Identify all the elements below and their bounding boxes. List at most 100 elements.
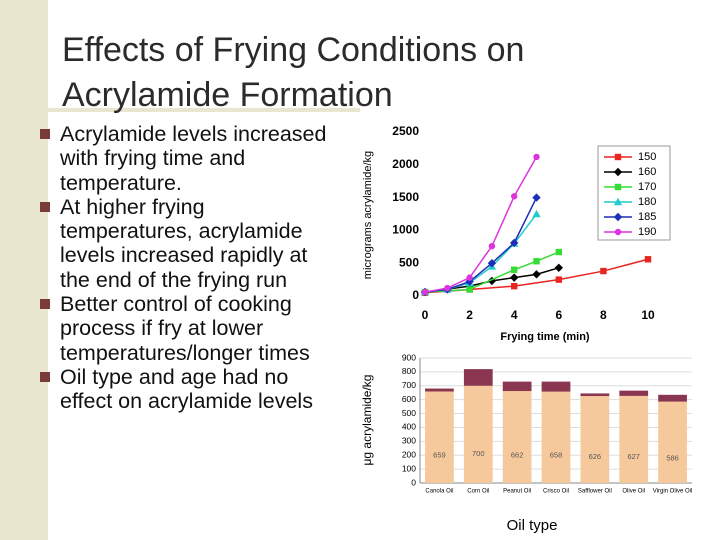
value-label: 662 (511, 450, 524, 459)
y-tick-label: 200 (402, 449, 416, 459)
bullet: Oil type and age had no effect on acryla… (40, 365, 340, 414)
y-tick-label: 300 (402, 436, 416, 446)
value-label: 658 (550, 451, 563, 460)
bar-segment (541, 391, 571, 483)
x-tick-label: 6 (555, 308, 562, 322)
value-label: 586 (666, 454, 679, 463)
legend-label: 160 (638, 166, 656, 178)
marker (510, 273, 519, 282)
bar-segment (541, 381, 571, 392)
marker (532, 209, 541, 218)
bar-segment (580, 393, 610, 397)
bar-segment (580, 396, 610, 483)
legend-label: 185 (638, 211, 656, 223)
y-tick-label: 500 (402, 408, 416, 418)
series-line (424, 197, 538, 293)
x-tick-label: 8 (600, 308, 607, 322)
series-line (424, 213, 538, 293)
marker (614, 228, 622, 236)
marker (532, 270, 541, 279)
x-tick-label: 10 (641, 308, 655, 322)
marker (533, 258, 540, 265)
title-rule (0, 108, 360, 112)
marker (613, 167, 623, 177)
series-line (424, 267, 560, 293)
x-axis-label: Frying time (min) (500, 331, 590, 343)
legend-label: 190 (638, 226, 656, 238)
marker (555, 276, 562, 283)
slide-title: Effects of Frying Conditions on Acrylami… (62, 31, 525, 114)
bullet: Better control of cooking process if fry… (40, 292, 340, 365)
x-tick-label: Peanut Oil (503, 489, 531, 495)
marker (613, 212, 623, 222)
y-tick-label: 0 (411, 477, 416, 487)
marker (554, 263, 563, 272)
marker (466, 286, 473, 293)
bar-segment (425, 388, 454, 392)
marker (487, 259, 497, 268)
marker (510, 238, 519, 248)
marker (444, 284, 451, 292)
bar-segment (619, 395, 649, 483)
bar-segment (658, 394, 687, 402)
bar-segment (463, 385, 493, 483)
marker (614, 153, 622, 161)
x-tick-label: Crisco Oil (543, 489, 569, 495)
bar-segment (658, 401, 687, 483)
marker (614, 183, 622, 191)
bar-segment (463, 369, 493, 386)
legend-label: 170 (638, 181, 656, 193)
value-label: 626 (589, 452, 602, 461)
x-axis-label: Oil type (507, 517, 558, 534)
marker (613, 197, 623, 206)
y-tick-label: 400 (402, 422, 416, 432)
x-tick-label: Corn Oil (467, 489, 489, 495)
y-tick-label: 1500 (392, 190, 419, 204)
legend-label: 180 (638, 196, 656, 208)
y-tick-label: 0 (412, 288, 419, 302)
y-tick-label: 600 (402, 394, 416, 404)
x-tick-label: 0 (422, 308, 429, 322)
y-axis-label: micrograms acrylamide/kg (362, 151, 374, 279)
value-label: 700 (472, 449, 485, 458)
x-tick-label: Olive Oil (622, 489, 645, 495)
marker (511, 193, 518, 200)
x-tick-label: Canola Oil (425, 489, 453, 495)
x-tick-label: 2 (466, 308, 473, 322)
bullet: Acrylamide levels increased with frying … (40, 122, 340, 195)
y-tick-label: 800 (402, 366, 416, 376)
y-tick-label: 2500 (392, 124, 419, 138)
y-axis-label: μg acrylamide/kg (360, 375, 374, 466)
marker (532, 193, 541, 202)
y-tick-label: 500 (399, 255, 419, 269)
y-tick-label: 2000 (392, 157, 419, 171)
legend-label: 150 (638, 151, 656, 163)
series-line (424, 156, 538, 293)
marker (466, 274, 473, 281)
y-tick-label: 700 (402, 380, 416, 390)
marker (511, 266, 518, 273)
x-tick-label: 4 (511, 308, 518, 322)
marker (533, 153, 540, 161)
marker (488, 242, 496, 250)
marker (511, 282, 518, 290)
bar-segment (502, 391, 532, 483)
bar-segment (502, 381, 532, 392)
value-label: 659 (433, 451, 446, 460)
side-strip (0, 0, 48, 540)
y-tick-label: 900 (402, 352, 416, 362)
legend-box (597, 145, 671, 241)
y-tick-label: 1000 (392, 223, 419, 237)
marker (421, 288, 429, 296)
marker (600, 267, 607, 275)
y-tick-label: 100 (402, 463, 416, 473)
bullet: At higher frying temperatures, acrylamid… (40, 195, 340, 292)
bullet-list: Acrylamide levels increased with frying … (40, 122, 340, 414)
bar-segment (425, 391, 454, 483)
marker (644, 256, 652, 263)
marker (555, 248, 562, 256)
value-label: 627 (627, 452, 640, 461)
x-tick-label: Virgin Olive Oil (653, 489, 693, 495)
